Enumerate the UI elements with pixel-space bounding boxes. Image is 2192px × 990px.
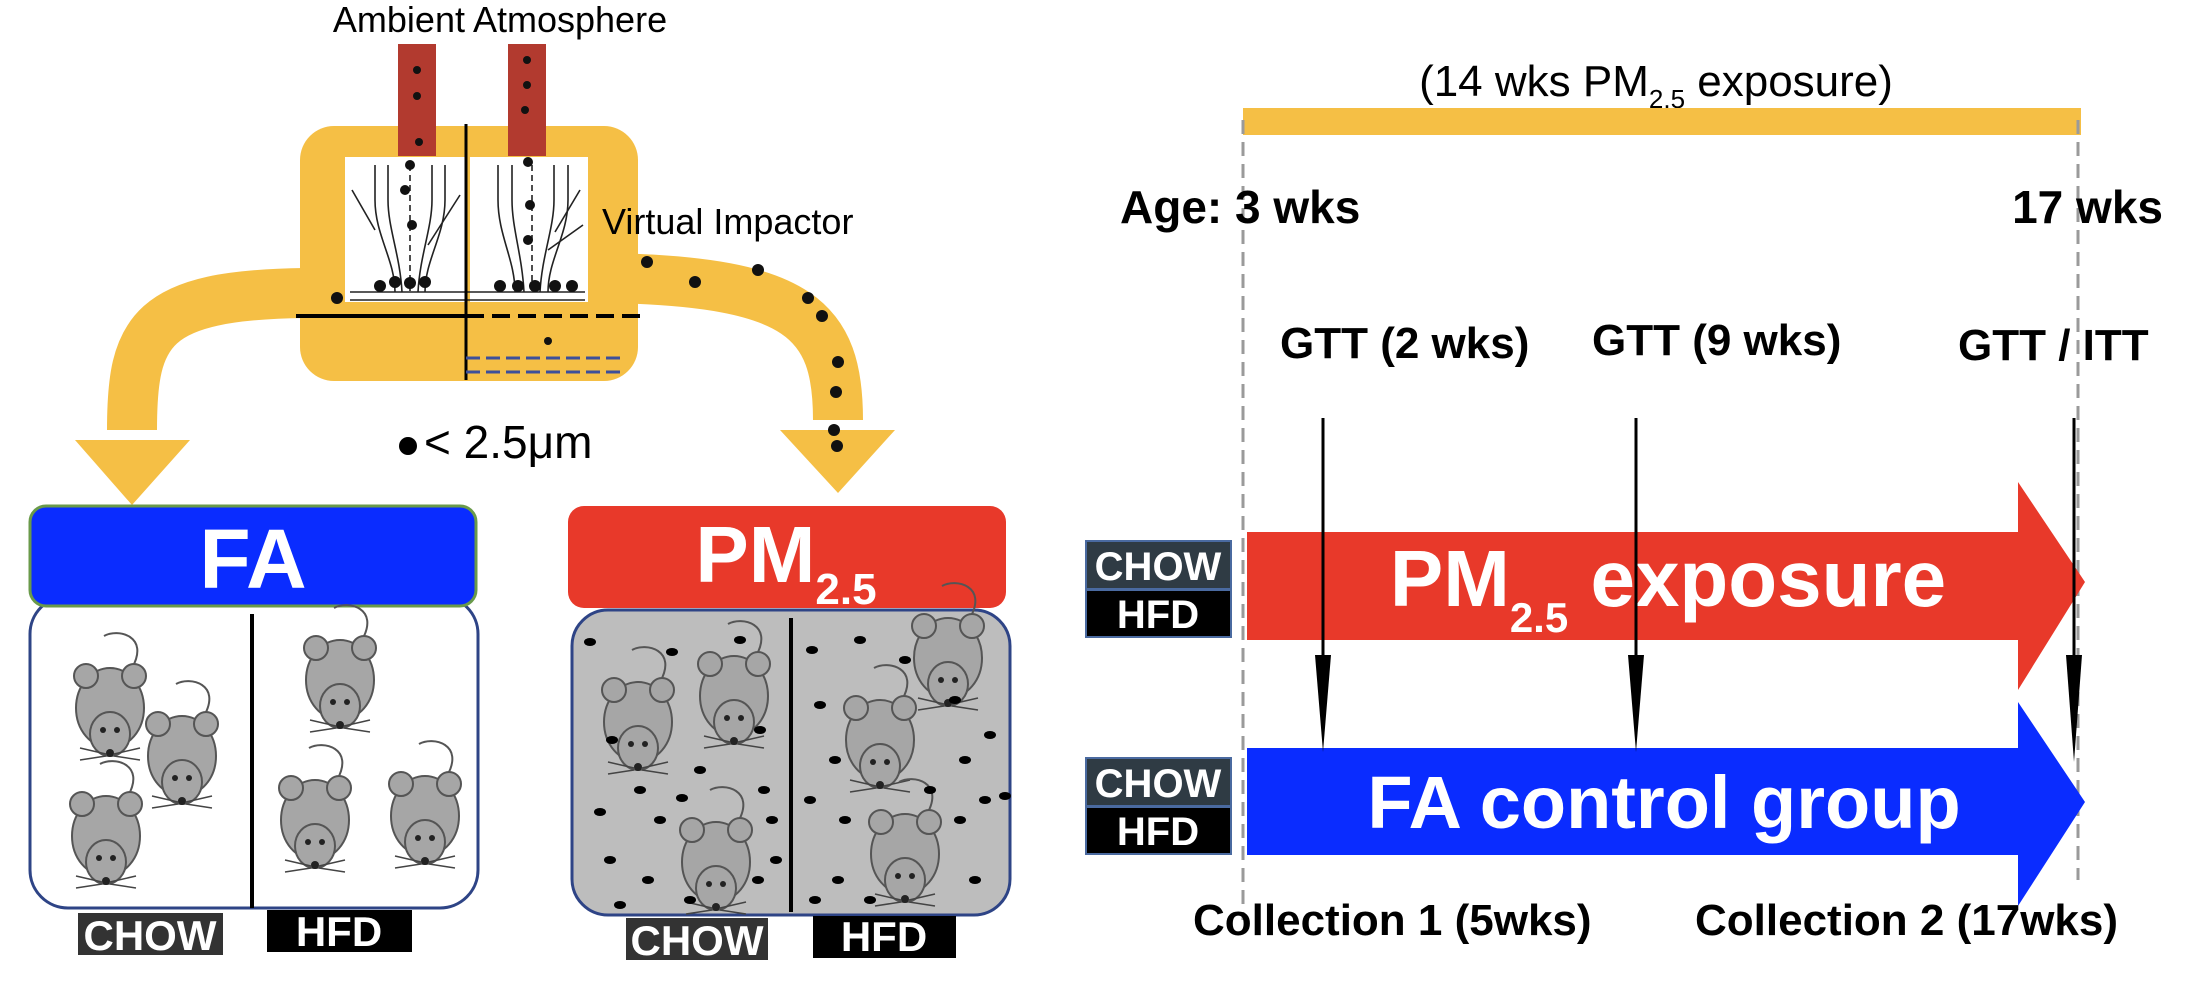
pm-hfd-tag [813,916,956,958]
test-label-2: GTT (9 wks) [1592,316,1841,365]
age-start-label: Age: 3 wks [1120,181,1360,233]
pm-arrow-main: PM [1390,534,1510,623]
pm-title-main: PM [695,510,815,599]
inlet-particles [413,56,531,146]
fa-chow-tag [78,913,223,955]
test-label-1: GTT (2 wks) [1280,319,1529,368]
fa-diet-tags: CHOW HFD [1085,757,1232,855]
fa-chamber: FA CHOW HFD [28,504,480,959]
pm-title-bar [568,506,1006,608]
fa-chow-label: CHOW [84,912,217,959]
pm-exposure-arrow [1247,482,2085,690]
fa-diet-hfd: HFD [1117,810,1199,854]
age-end-label: 17 wks [2012,181,2163,233]
fa-title-bar [28,504,478,608]
fa-diet-chow: CHOW [1095,762,1222,806]
timeline: (14 wks PM2.5 exposure) Age: 3 wks 17 wk… [1085,57,2163,945]
flow-particles [641,256,844,452]
pm-particles [584,636,1011,909]
pm-chamber: PM2.5 CHOW HFD [568,506,1012,964]
test-markers [1315,418,2082,762]
pm-title-sub: 2.5 [815,565,876,614]
fa-title: FA [199,512,306,606]
fa-control-arrow-label: FA control group [1367,761,1960,844]
flow-arrow-to-fa [107,268,306,431]
pm-arrow-post: exposure [1568,534,1946,623]
pm-chow-label: CHOW [631,917,764,964]
particle-legend-dot [399,437,417,455]
pm-hfd-label: HFD [841,913,927,960]
duration-pre: (14 wks PM [1419,57,1649,106]
exposure-system: Ambient Atmosphere Virtual Impactor < 2.… [75,0,895,505]
fa-control-arrow [1247,702,2085,906]
pm-diet-tags: CHOW HFD [1085,540,1232,638]
fa-arrowhead [75,440,190,505]
impactor-particles [331,157,578,345]
flow-arrow-to-pm [609,253,863,421]
pm-chow-tag [626,918,768,960]
pm-arrow-sub: 2.5 [1510,594,1568,641]
pm-exposure-arrow-label: PM2.5 exposure [1390,534,1946,641]
virtual-impactor-label: Virtual Impactor [602,201,853,242]
pm-arrowhead [780,430,895,493]
pm-title: PM2.5 [695,510,876,614]
ambient-atmosphere-label: Ambient Atmosphere [333,0,667,40]
test-label-3: GTT / ITT [1958,321,2149,370]
exposure-duration-label: (14 wks PM2.5 exposure) [1419,57,1893,114]
duration-post: exposure) [1685,57,1893,106]
pm-diet-chow: CHOW [1095,545,1222,589]
exposure-duration-bar [1243,108,2081,135]
collection-label-2: Collection 2 (17wks) [1695,896,2118,945]
collection-label-1: Collection 1 (5wks) [1193,896,1592,945]
particle-size-legend: < 2.5μm [424,416,592,468]
fa-hfd-label: HFD [296,908,382,955]
impactor-outlet-lines [466,356,625,374]
pm-diet-hfd: HFD [1117,593,1199,637]
fa-hfd-tag [267,910,412,952]
